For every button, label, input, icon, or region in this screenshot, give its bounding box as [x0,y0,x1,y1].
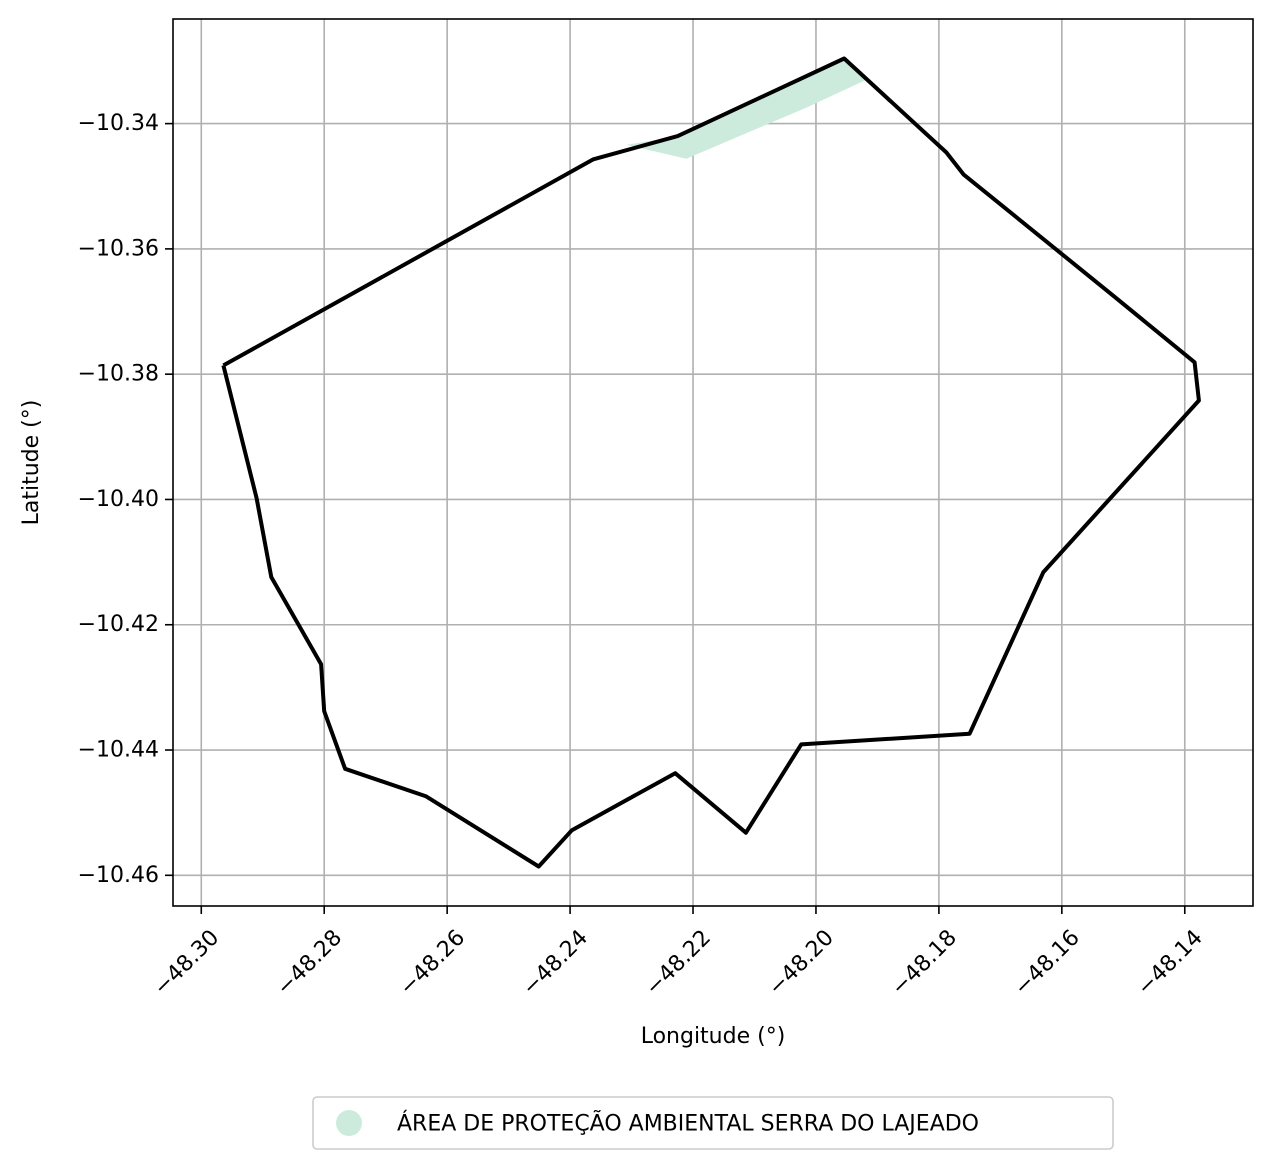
gridlines [173,19,1253,906]
y-axis-label: Latitude (°) [19,400,44,526]
legend-entry-label: ÁREA DE PROTEÇÃO AMBIENTAL SERRA DO LAJE… [397,1110,979,1137]
y-tick-label: −10.44 [78,738,159,763]
y-tick-label: −10.40 [78,487,159,512]
y-tick-label: −10.46 [78,863,159,888]
y-tick-label: −10.42 [78,612,159,637]
y-tick-label: −10.34 [78,111,159,136]
municipality-boundary [221,56,1201,869]
plot-frame [172,18,1254,907]
y-axis-ticks: −10.34 −10.36 −10.38 −10.40 −10.42 −10.44 −10.… [78,111,173,888]
legend-marker [336,1110,362,1136]
y-tick-label: −10.36 [78,236,159,261]
boundary-outline [221,56,1201,869]
y-tick-label: −10.38 [78,362,159,387]
x-axis-label: Longitude (°) [641,1024,786,1049]
legend-box [312,1096,1114,1150]
legend: ÁREA DE PROTEÇÃO AMBIENTAL SERRA DO LAJE… [312,1096,1114,1150]
